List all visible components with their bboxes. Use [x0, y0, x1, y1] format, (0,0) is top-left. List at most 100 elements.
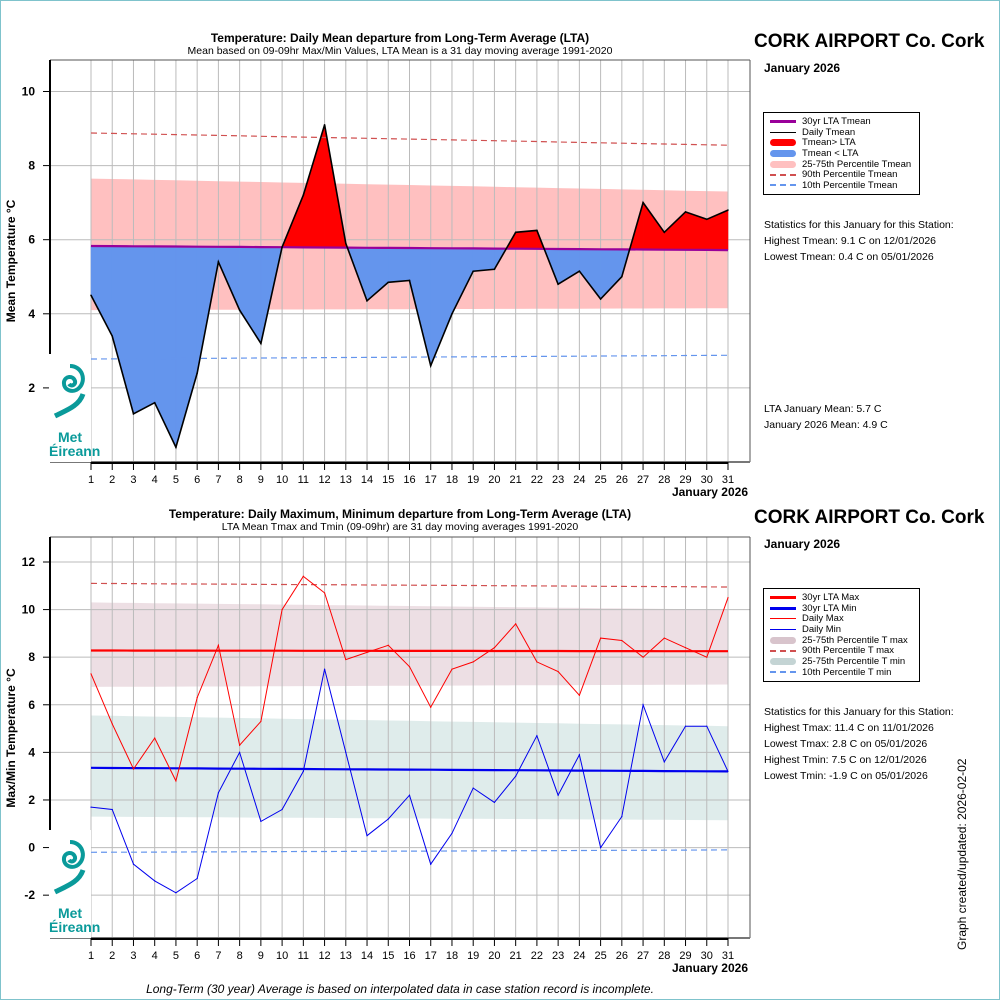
x-tick-label: 2 [109, 950, 115, 962]
x-tick-label: 22 [531, 474, 543, 486]
legend-swatch-icon [770, 184, 796, 187]
daily-max-point [578, 694, 580, 696]
legend-item: 25-75th Percentile T max [770, 635, 913, 646]
below-lta-fill [154, 246, 177, 448]
legend-label: Daily Max [802, 613, 844, 625]
p90-tmax-line [90, 582, 729, 588]
daily-max-point [281, 608, 283, 611]
stat-highest-tmean: Highest Tmean: 9.1 C on 12/01/2026 [764, 235, 937, 247]
daily-tmean-point [599, 298, 602, 300]
y-tick-label: 2 [28, 381, 35, 395]
lta-tmean-line [90, 244, 729, 252]
legend-swatch-icon [770, 173, 796, 176]
y-tick-label: 10 [22, 84, 36, 98]
stat-lowest-tmin: Lowest Tmin: -1.9 C on 05/01/2026 [764, 770, 928, 782]
x-tick-label: 25 [594, 474, 606, 486]
daily-max-point [387, 644, 389, 646]
daily-tmean-point [196, 372, 198, 374]
daily-min-point [239, 751, 241, 753]
x-tick-label: 12 [318, 474, 330, 486]
x-tick-label: 27 [637, 950, 649, 962]
legend-swatch-icon [770, 628, 796, 630]
legend-label: 25-75th Percentile T max [802, 634, 908, 646]
daily-max-point [706, 656, 708, 658]
chart2-legend: 30yr LTA Max 30yr LTA Min Daily Max Daily M… [763, 588, 920, 682]
daily-min-point [111, 808, 113, 811]
daily-tmean-point [557, 283, 559, 285]
legend-swatch-icon [770, 618, 796, 620]
legend-item: 90th Percentile Tmean [770, 169, 913, 180]
daily-tmean-point [366, 300, 368, 302]
x-tick-label: 11 [298, 474, 309, 486]
legend-item: Tmean> LTA [770, 137, 913, 148]
legend-label: 25-75th Percentile Tmean [802, 158, 912, 170]
daily-tmean-point [621, 275, 623, 278]
daily-min-point [408, 794, 411, 796]
daily-max-point [217, 644, 219, 646]
daily-min-point [366, 835, 368, 837]
daily-max-point [239, 744, 241, 746]
y-tick-label: 12 [22, 555, 36, 569]
daily-max-point [472, 661, 474, 663]
legend-item: Daily Max [770, 613, 913, 624]
daily-tmean-point [302, 194, 305, 197]
daily-tmean-point [345, 242, 347, 245]
below-lta-fill [175, 246, 198, 448]
station-name: CORK AIRPORT Co. Cork [754, 31, 985, 52]
daily-tmean-point [111, 335, 114, 337]
daily-min-point [345, 751, 347, 753]
daily-max-point [663, 637, 665, 639]
daily-max-point [196, 697, 198, 699]
legend-swatch-icon [770, 595, 796, 599]
x-tick-label: 10 [276, 474, 288, 486]
legend-label: 90th Percentile Tmean [802, 169, 898, 181]
y-tick-label: 4 [28, 745, 35, 759]
daily-tmean-point [153, 401, 156, 404]
x-tick-label: 3 [130, 474, 136, 486]
daily-min-point [302, 770, 304, 773]
x-tick-label: 24 [573, 950, 585, 962]
legend-label: 10th Percentile Tmean [802, 179, 898, 191]
daily-tmean-point [684, 211, 687, 213]
daily-max-point [621, 639, 623, 642]
x-tick-label: 15 [382, 950, 394, 962]
legend-item: Daily Tmean [770, 127, 913, 138]
daily-max-point [642, 656, 644, 658]
daily-tmean-point [578, 270, 581, 272]
above-lta-fill [515, 230, 538, 250]
daily-min-point [642, 704, 644, 706]
daily-tmean-point [663, 231, 666, 234]
x-tick-label: 27 [637, 474, 649, 486]
station-month: January 2026 [764, 537, 841, 551]
daily-tmean-point [642, 201, 644, 204]
legend-item: 30yr LTA Tmean [770, 116, 913, 127]
x-tick-label: 12 [318, 950, 330, 962]
legend-label: 30yr LTA Tmean [802, 115, 871, 127]
legend-swatch-icon [770, 636, 796, 644]
lta-min-line [90, 766, 729, 773]
daily-max-point [260, 720, 262, 723]
x-tick-label: 20 [488, 474, 500, 486]
below-lta-fill [133, 246, 155, 415]
x-tick-label: 6 [194, 950, 200, 962]
daily-tmean-point [472, 270, 475, 272]
below-lta-fill [111, 245, 134, 414]
legend-item: Daily Min [770, 624, 913, 635]
legend-swatch-icon [770, 649, 796, 652]
x-tick-label: 29 [679, 950, 691, 962]
y-tick-label: 8 [28, 159, 35, 173]
legend-item: 10th Percentile Tmean [770, 180, 913, 191]
y-tick-label: 6 [28, 698, 35, 712]
x-tick-label: 30 [701, 474, 713, 486]
daily-min-point [196, 877, 198, 880]
x-tick-label: 1 [88, 950, 94, 962]
daily-min-point [260, 820, 262, 822]
p90-line [90, 132, 729, 146]
x-tick-label: 16 [403, 950, 415, 962]
legend-item: 90th Percentile T max [770, 645, 913, 656]
daily-min-point [132, 863, 135, 865]
legend-label: 90th Percentile T max [802, 645, 895, 657]
logo-text-eireann: Éireann [49, 919, 101, 935]
x-tick-label: 23 [552, 474, 564, 486]
chart2-ylabel: Max/Min Temperature °C [4, 668, 18, 808]
